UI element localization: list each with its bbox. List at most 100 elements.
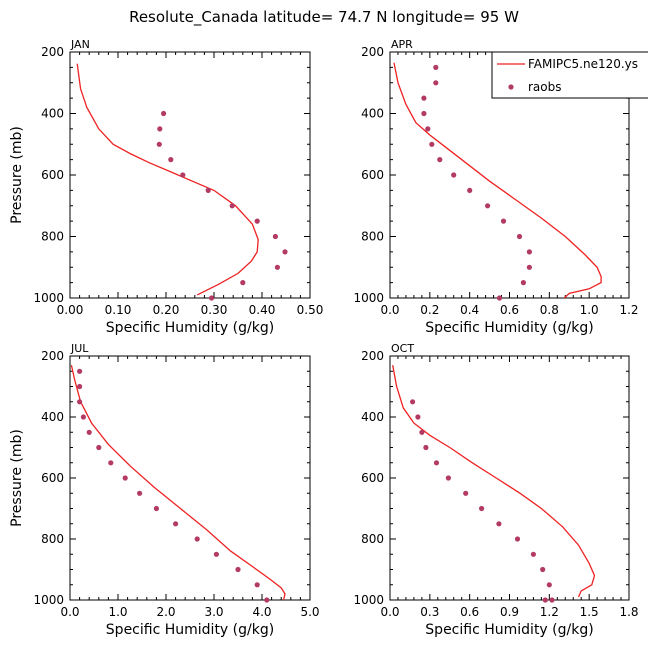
- raobs-point: [526, 264, 533, 270]
- raobs-point: [77, 368, 83, 374]
- panel-apr: APR 0.0 0.2 0.4 0.6 0.8 1.0 1.2 200 400 600 800 1000…: [353, 38, 638, 336]
- raobs-point: [520, 280, 527, 286]
- y-tick-label: 200: [361, 45, 384, 59]
- y-tick-label: 400: [41, 107, 64, 121]
- legend-obs-label: raobs: [528, 80, 562, 94]
- x-tick-label: 0.40: [249, 303, 276, 317]
- y-tick-label: 600: [41, 471, 64, 485]
- raobs-point: [77, 383, 83, 390]
- x-axis-label-jan: Specific Humidity (g/kg): [106, 320, 274, 336]
- legend: FAMIPC5.ne120.ys raobs: [491, 51, 648, 99]
- legend-obs-swatch: [508, 84, 514, 90]
- raobs-point: [530, 551, 537, 557]
- raobs-point: [415, 414, 421, 420]
- raobs-point: [410, 399, 416, 405]
- y-tick-label: 800: [361, 532, 384, 546]
- y-tick-label: 800: [361, 230, 384, 244]
- raobs-point: [526, 249, 533, 255]
- x-tick-label: 0.8: [540, 303, 559, 317]
- plot-frame-oct: [389, 355, 630, 601]
- y-tick-label: 1000: [33, 593, 64, 607]
- x-tick-label: 0.9: [500, 605, 519, 619]
- panel-label-oct: OCT: [391, 342, 414, 355]
- raobs-point: [514, 536, 521, 542]
- raobs-point: [542, 597, 548, 603]
- y-tick-label: 400: [41, 410, 64, 424]
- x-tick-label: 4.0: [252, 605, 271, 619]
- model-line-jul: [70, 364, 286, 601]
- panel-jan: JAN 0.00 0.10 0.20 0.30 0.40 0.50 200 400 600 800 1…: [9, 38, 323, 336]
- raobs-point: [437, 157, 443, 163]
- raobs-point: [433, 80, 439, 86]
- panel-oct: OCT 0.0 0.3 0.6 0.9 1.2 1.5 1.8 200 400 600 800 1000…: [353, 342, 638, 638]
- x-tick-label: 0.4: [460, 303, 479, 317]
- x-tick-label: 1.2: [540, 605, 559, 619]
- raobs-point: [209, 295, 215, 301]
- x-tick-label: 0.10: [105, 303, 132, 317]
- raobs-point: [122, 475, 128, 481]
- raobs-point: [137, 490, 143, 496]
- raobs-point: [274, 264, 280, 270]
- raobs-point: [254, 582, 260, 588]
- y-tick-label: 200: [361, 349, 384, 363]
- model-line-jan: [76, 63, 259, 296]
- raobs-point: [479, 505, 485, 512]
- x-tick-label: 0.00: [57, 303, 84, 317]
- raobs-point: [96, 444, 102, 451]
- panels-group: JAN 0.00 0.10 0.20 0.30 0.40 0.50 200 400 600 800 1…: [9, 38, 639, 638]
- raobs-point: [485, 203, 491, 209]
- y-tick-label: 1000: [353, 291, 384, 305]
- raobs-point: [180, 172, 186, 178]
- x-tick-label: 0.20: [153, 303, 180, 317]
- x-tick-label: 1.0: [580, 303, 599, 317]
- y-tick-label: 600: [361, 471, 384, 485]
- y-axis-label-jul: Pressure (mb): [9, 429, 25, 527]
- x-tick-label: 3.0: [204, 605, 223, 619]
- raobs-point: [235, 566, 241, 573]
- raobs-point: [433, 64, 439, 70]
- model-line-oct: [392, 364, 596, 598]
- raobs-point: [421, 110, 427, 117]
- panel-label-jul: JUL: [70, 342, 89, 355]
- plot-frame-jul: [69, 355, 311, 601]
- raobs-point: [423, 444, 429, 451]
- y-tick-label: 800: [41, 230, 64, 244]
- plot-frame-jan: [69, 51, 311, 299]
- x-axis-label-oct: Specific Humidity (g/kg): [425, 622, 593, 638]
- raobs-point: [254, 218, 260, 224]
- raobs-point: [433, 460, 440, 466]
- raobs-point: [546, 582, 552, 588]
- raobs-point: [86, 429, 92, 435]
- raobs-point: [500, 218, 507, 224]
- y-tick-label: 200: [41, 349, 64, 363]
- raobs-point: [157, 126, 163, 132]
- raobs-point: [540, 566, 546, 573]
- legend-box: [491, 51, 648, 99]
- y-tick-label: 400: [361, 107, 384, 121]
- panel-jul: JUL 0.0 1.0 2.0 3.0 4.0 5.0 200 400 600 800 1000 Spe…: [9, 342, 320, 638]
- raobs-point: [445, 475, 451, 481]
- x-tick-label: 0.30: [201, 303, 228, 317]
- figure-title: Resolute_Canada latitude= 74.7 N longitu…: [129, 8, 519, 27]
- x-tick-label: 1.2: [619, 303, 638, 317]
- raobs-point: [282, 249, 288, 255]
- x-tick-label: 0.0: [60, 605, 79, 619]
- raobs-point: [463, 490, 469, 496]
- raobs-point: [496, 521, 502, 527]
- raobs-point: [168, 157, 174, 163]
- model-line-apr: [393, 62, 602, 299]
- panel-label-apr: APR: [391, 38, 413, 51]
- raobs-point: [173, 521, 179, 527]
- raobs-point: [467, 187, 473, 193]
- x-tick-label: 0.3: [420, 605, 439, 619]
- x-tick-label: 0.6: [460, 605, 479, 619]
- x-axis-label-apr: Specific Humidity (g/kg): [425, 320, 593, 336]
- x-tick-label: 1.0: [108, 605, 127, 619]
- raobs-point: [229, 203, 235, 209]
- raobs-point: [213, 551, 219, 557]
- raobs-point: [516, 233, 523, 240]
- y-axis-label-jan: Pressure (mb): [9, 126, 25, 224]
- raobs-point: [264, 597, 270, 603]
- x-tick-label: 1.8: [619, 605, 638, 619]
